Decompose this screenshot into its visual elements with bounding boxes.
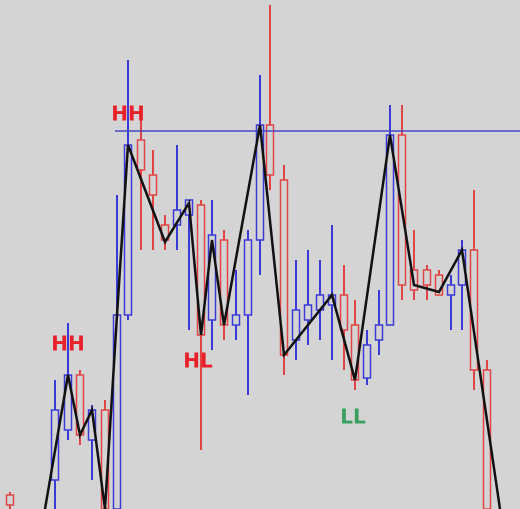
candle-body bbox=[231, 314, 241, 326]
candle-body bbox=[339, 294, 349, 331]
candle-body bbox=[446, 284, 456, 296]
candle-body bbox=[303, 304, 313, 321]
annotation: HH bbox=[111, 102, 144, 126]
annotation: HL bbox=[183, 349, 213, 373]
candle-body bbox=[374, 324, 384, 341]
zigzag-line bbox=[43, 124, 502, 509]
candle-body bbox=[422, 269, 432, 286]
candle-body bbox=[385, 134, 395, 326]
annotation: HH bbox=[51, 332, 84, 356]
candle-body bbox=[243, 239, 253, 316]
candle-body bbox=[148, 174, 158, 196]
candle-body bbox=[265, 124, 275, 176]
candle-body bbox=[5, 494, 15, 506]
annotation: LL bbox=[340, 405, 366, 429]
candle-body bbox=[362, 344, 372, 379]
candle-body bbox=[136, 139, 146, 171]
